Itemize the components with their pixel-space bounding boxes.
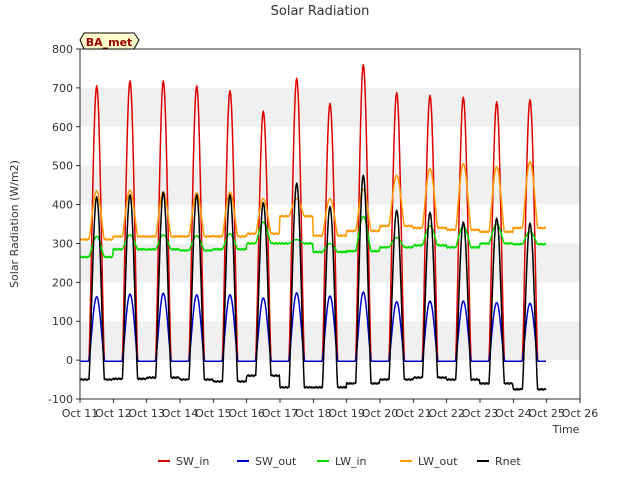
y-axis-label: Solar Radiation (W/m2) <box>8 160 21 288</box>
legend-label: SW_in <box>176 455 209 468</box>
x-tick-label: Oct 19 <box>328 407 365 420</box>
plot-frame <box>79 48 581 400</box>
x-tick-label: Oct 17 <box>262 407 299 420</box>
legend-label: Rnet <box>495 455 521 468</box>
series-line-rnet <box>79 174 547 391</box>
site-badge: BA_met <box>79 32 140 50</box>
legend-label: LW_in <box>335 455 367 468</box>
legend: SW_in SW_out LW_in LW_out Rnet <box>158 455 521 468</box>
x-tick-label: Oct 16 <box>228 407 265 420</box>
y-tick-label: -100 <box>48 393 73 406</box>
y-tick-label: 300 <box>52 237 73 250</box>
grid-band <box>80 282 580 322</box>
x-tick-label: Oct 20 <box>362 407 399 420</box>
y-axis: -100 0 100 200 300 400 500 600 700 800 <box>48 43 80 406</box>
x-tick-label: Oct 24 <box>495 407 532 420</box>
x-tick-label: Oct 15 <box>195 407 232 420</box>
y-tick-label: 600 <box>52 121 73 134</box>
chart-title: Solar Radiation <box>271 4 370 19</box>
x-tick-label: Oct 13 <box>128 407 165 420</box>
y-tick-label: 200 <box>52 276 73 289</box>
x-tick-label: Oct 23 <box>462 407 499 420</box>
y-tick-label: 500 <box>52 160 73 173</box>
x-tick-label: Oct 25 <box>528 407 565 420</box>
y-tick-label: 400 <box>52 199 73 212</box>
y-tick-label: 100 <box>52 315 73 328</box>
series-line-lw-out <box>79 161 547 242</box>
x-tick-label: Oct 21 <box>395 407 432 420</box>
y-tick-label: 0 <box>66 354 73 367</box>
y-tick-label: 700 <box>52 82 73 95</box>
legend-label: LW_out <box>418 455 458 468</box>
grid-band <box>80 126 580 166</box>
legend-label: SW_out <box>255 455 297 468</box>
y-tick-label: 800 <box>52 43 73 56</box>
grid-band <box>80 243 580 283</box>
x-tick-label: Oct 11 <box>62 407 99 420</box>
x-tick-label: Oct 22 <box>428 407 465 420</box>
grid-band <box>80 49 580 88</box>
x-tick-label: Oct 18 <box>295 407 332 420</box>
x-tick-label: Oct 26 <box>562 407 599 420</box>
x-tick-label: Oct 14 <box>162 407 199 420</box>
site-badge-shape <box>79 32 140 50</box>
grid-band <box>80 360 580 399</box>
grid-bands <box>80 49 580 399</box>
series-line-lw-in <box>79 215 547 259</box>
x-axis-label: Time <box>552 423 580 436</box>
x-tick-label: Oct 12 <box>95 407 132 420</box>
site-badge-label: BA_met <box>86 36 133 49</box>
series-layer <box>79 63 547 391</box>
grid-band <box>80 321 580 361</box>
